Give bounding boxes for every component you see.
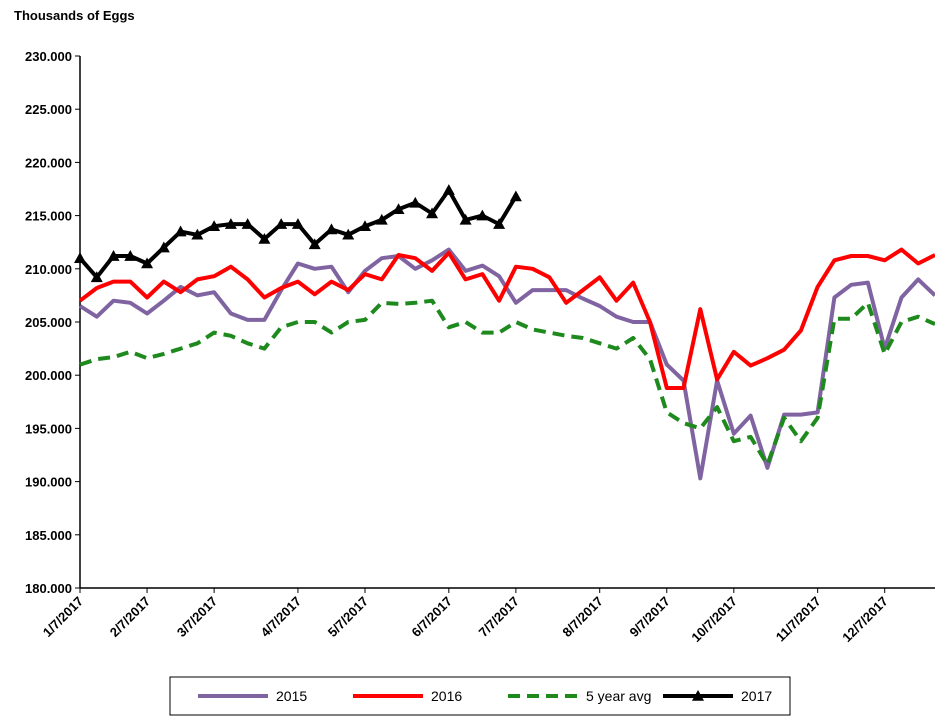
series-marker bbox=[174, 225, 187, 237]
y-tick-label: 210.000 bbox=[25, 262, 72, 277]
series-marker bbox=[90, 271, 103, 283]
series-marker bbox=[258, 233, 271, 244]
x-tick-label: 7/7/2017 bbox=[476, 594, 522, 640]
series-marker bbox=[509, 190, 522, 202]
series-marker bbox=[74, 252, 86, 263]
y-tick-label: 190.000 bbox=[25, 475, 72, 490]
series-marker bbox=[224, 218, 237, 229]
y-tick-label: 215.000 bbox=[25, 209, 72, 224]
series-marker bbox=[426, 207, 439, 219]
y-tick-label: 220.000 bbox=[25, 155, 72, 170]
y-tick-label: 230.000 bbox=[25, 49, 72, 64]
series-marker bbox=[342, 228, 355, 240]
x-tick-label: 9/7/2017 bbox=[626, 594, 672, 640]
x-tick-label: 10/7/2017 bbox=[688, 594, 740, 646]
series-line bbox=[79, 298, 935, 467]
series-marker bbox=[409, 196, 422, 208]
legend-label: 5 year avg bbox=[586, 688, 651, 704]
series-marker bbox=[275, 218, 288, 229]
x-tick-label: 3/7/2017 bbox=[174, 594, 220, 640]
series-marker bbox=[291, 218, 304, 229]
legend-label: 2016 bbox=[431, 688, 462, 704]
series-marker bbox=[141, 257, 154, 269]
series-marker bbox=[476, 209, 489, 221]
series-marker bbox=[308, 238, 321, 250]
series-marker bbox=[493, 218, 506, 229]
series-line bbox=[78, 247, 935, 390]
series-marker bbox=[392, 203, 405, 215]
series-marker bbox=[442, 184, 455, 195]
x-tick-label: 1/7/2017 bbox=[40, 594, 86, 640]
y-axis-label: Thousands of Eggs bbox=[14, 8, 135, 23]
y-tick-label: 205.000 bbox=[25, 315, 72, 330]
legend-label: 2015 bbox=[276, 688, 307, 704]
x-tick-label: 5/7/2017 bbox=[325, 594, 371, 640]
series-marker bbox=[157, 241, 170, 253]
x-tick-label: 12/7/2017 bbox=[839, 594, 891, 646]
x-tick-label: 2/7/2017 bbox=[107, 594, 153, 640]
series-marker bbox=[241, 218, 254, 229]
series-marker bbox=[191, 228, 204, 240]
series-marker bbox=[325, 223, 338, 235]
series-marker bbox=[107, 250, 120, 261]
legend-label: 2017 bbox=[741, 688, 772, 704]
x-tick-label: 6/7/2017 bbox=[409, 594, 455, 640]
y-tick-label: 180.000 bbox=[25, 581, 72, 596]
y-tick-label: 225.000 bbox=[25, 102, 72, 117]
x-tick-label: 11/7/2017 bbox=[773, 594, 824, 645]
x-tick-label: 8/7/2017 bbox=[559, 594, 605, 640]
series-marker bbox=[359, 220, 371, 232]
series-marker bbox=[459, 213, 472, 225]
series-line bbox=[78, 247, 935, 481]
legend-marker bbox=[692, 690, 704, 701]
series-marker bbox=[208, 220, 221, 232]
y-tick-label: 195.000 bbox=[25, 421, 72, 436]
series-marker bbox=[124, 250, 137, 261]
x-tick-label: 4/7/2017 bbox=[258, 594, 304, 640]
y-tick-label: 200.000 bbox=[25, 368, 72, 383]
series-marker bbox=[375, 213, 388, 225]
y-tick-label: 185.000 bbox=[25, 528, 72, 543]
